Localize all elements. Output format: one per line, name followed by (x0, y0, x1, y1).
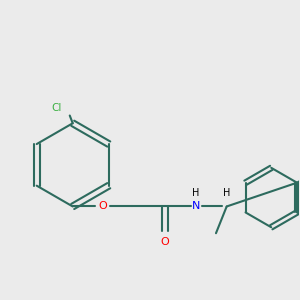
Text: H: H (192, 188, 200, 198)
Text: O: O (98, 202, 107, 212)
Text: O: O (160, 236, 169, 247)
Text: N: N (192, 202, 200, 212)
Text: H: H (223, 188, 230, 198)
Text: Cl: Cl (52, 103, 62, 113)
